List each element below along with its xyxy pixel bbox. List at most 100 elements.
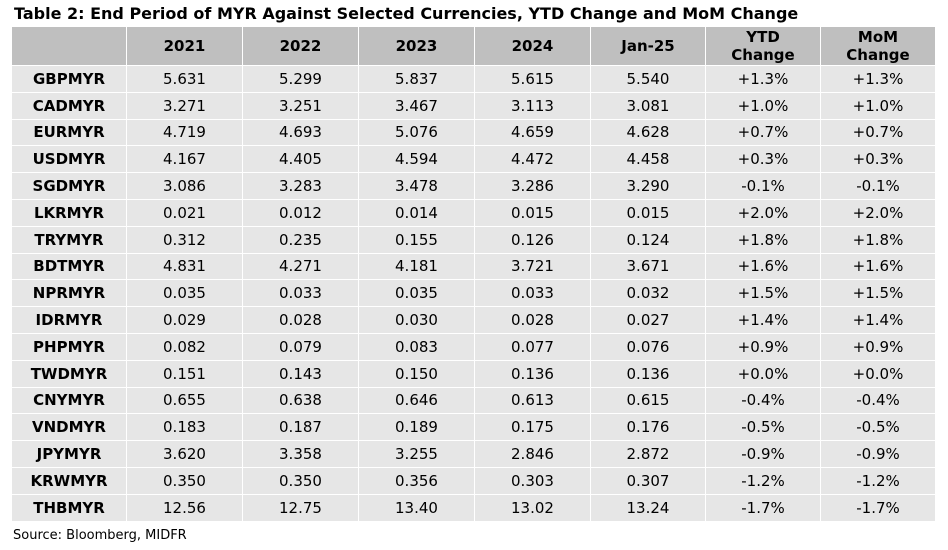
- cell-y2022: 3.358: [242, 440, 359, 468]
- cell-mom-change: +0.9%: [820, 332, 936, 361]
- cell-mom-change: +0.3%: [820, 145, 936, 174]
- cell-ytd-change: -0.5%: [705, 413, 821, 442]
- cell-y2021: 0.082: [126, 332, 243, 361]
- cell-ytd-change: -0.1%: [705, 172, 821, 200]
- cell-ytd-change: -0.4%: [705, 386, 821, 415]
- table-row: TWDMYR 0.151 0.143 0.150 0.136 0.136 +0.0% +0.0…: [11, 359, 936, 388]
- cell-y2021: 0.029: [126, 306, 243, 334]
- table-row: USDMYR 4.167 4.405 4.594 4.472 4.458 +0.3% +0.3…: [11, 145, 936, 174]
- cell-jan-25: 4.458: [590, 145, 706, 174]
- cell-ytd-change: +0.7%: [705, 118, 821, 147]
- cell-y2023: 3.478: [358, 172, 475, 200]
- cell-y2022: 12.75: [242, 493, 359, 522]
- cell-y2024: 3.721: [474, 252, 591, 281]
- cell-y2023: 5.837: [358, 65, 475, 93]
- header-mom-line2: Change: [846, 46, 910, 64]
- cell-pair: KRWMYR: [11, 466, 127, 495]
- cell-y2024: 13.02: [474, 493, 591, 522]
- cell-mom-change: -0.1%: [820, 172, 936, 200]
- table-row: BDTMYR 4.831 4.271 4.181 3.721 3.671 +1.6% +1.6…: [11, 252, 936, 281]
- cell-y2022: 0.638: [242, 386, 359, 415]
- cell-jan-25: 0.176: [590, 413, 706, 442]
- cell-jan-25: 3.671: [590, 252, 706, 281]
- header-mom-change: MoM Change: [820, 26, 936, 66]
- cell-y2023: 3.467: [358, 91, 475, 120]
- table-row: IDRMYR 0.029 0.028 0.030 0.028 0.027 +1.4% +1.4…: [11, 306, 936, 334]
- cell-pair: EURMYR: [11, 118, 127, 147]
- cell-pair: CNYMYR: [11, 386, 127, 415]
- cell-pair: SGDMYR: [11, 172, 127, 200]
- cell-y2022: 3.283: [242, 172, 359, 200]
- cell-ytd-change: +1.5%: [705, 279, 821, 308]
- cell-ytd-change: -1.2%: [705, 466, 821, 495]
- cell-ytd-change: +0.9%: [705, 332, 821, 361]
- cell-y2024: 5.615: [474, 65, 591, 93]
- cell-y2023: 4.594: [358, 145, 475, 174]
- cell-y2022: 0.033: [242, 279, 359, 308]
- cell-y2024: 0.015: [474, 198, 591, 227]
- cell-y2024: 0.303: [474, 466, 591, 495]
- cell-pair: GBPMYR: [11, 65, 127, 93]
- cell-ytd-change: +0.0%: [705, 359, 821, 388]
- cell-jan-25: 0.615: [590, 386, 706, 415]
- cell-mom-change: +2.0%: [820, 198, 936, 227]
- cell-y2021: 4.167: [126, 145, 243, 174]
- cell-y2024: 0.175: [474, 413, 591, 442]
- cell-y2023: 5.076: [358, 118, 475, 147]
- table-row: PHPMYR 0.082 0.079 0.083 0.077 0.076 +0.9% +0.9…: [11, 332, 936, 361]
- cell-y2024: 4.472: [474, 145, 591, 174]
- cell-pair: PHPMYR: [11, 332, 127, 361]
- cell-mom-change: -0.4%: [820, 386, 936, 415]
- table-body: GBPMYR 5.631 5.299 5.837 5.615 5.540 +1.3% +1.3…: [11, 65, 936, 522]
- cell-jan-25: 3.290: [590, 172, 706, 200]
- cell-y2024: 0.613: [474, 386, 591, 415]
- cell-y2022: 4.271: [242, 252, 359, 281]
- header-row: 2021 2022 2023 2024 Jan-25 YTD Change Mo…: [11, 26, 936, 66]
- header-2021: 2021: [126, 26, 243, 66]
- cell-y2021: 0.350: [126, 466, 243, 495]
- cell-pair: IDRMYR: [11, 306, 127, 334]
- cell-mom-change: -1.7%: [820, 493, 936, 522]
- cell-y2021: 0.151: [126, 359, 243, 388]
- cell-mom-change: +0.7%: [820, 118, 936, 147]
- cell-pair: LKRMYR: [11, 198, 127, 227]
- cell-ytd-change: -0.9%: [705, 440, 821, 468]
- cell-y2024: 0.077: [474, 332, 591, 361]
- cell-pair: JPYMYR: [11, 440, 127, 468]
- cell-jan-25: 0.307: [590, 466, 706, 495]
- cell-mom-change: +1.0%: [820, 91, 936, 120]
- cell-mom-change: +1.5%: [820, 279, 936, 308]
- cell-y2024: 3.286: [474, 172, 591, 200]
- cell-y2021: 0.035: [126, 279, 243, 308]
- cell-ytd-change: +1.8%: [705, 225, 821, 254]
- cell-y2024: 4.659: [474, 118, 591, 147]
- table-row: KRWMYR 0.350 0.350 0.356 0.303 0.307 -1.2% -1.2…: [11, 466, 936, 495]
- cell-y2021: 0.312: [126, 225, 243, 254]
- table-row: CADMYR 3.271 3.251 3.467 3.113 3.081 +1.0% +1.0…: [11, 91, 936, 120]
- cell-y2021: 4.831: [126, 252, 243, 281]
- cell-ytd-change: +0.3%: [705, 145, 821, 174]
- cell-y2024: 0.136: [474, 359, 591, 388]
- cell-jan-25: 5.540: [590, 65, 706, 93]
- cell-y2023: 0.035: [358, 279, 475, 308]
- cell-jan-25: 4.628: [590, 118, 706, 147]
- cell-y2023: 0.083: [358, 332, 475, 361]
- table-row: VNDMYR 0.183 0.187 0.189 0.175 0.176 -0.5% -0.5…: [11, 413, 936, 442]
- header-ytd-line1: YTD: [746, 28, 780, 46]
- cell-jan-25: 13.24: [590, 493, 706, 522]
- cell-mom-change: +1.6%: [820, 252, 936, 281]
- table-title: Table 2: End Period of MYR Against Selec…: [14, 4, 799, 23]
- table-row: CNYMYR 0.655 0.638 0.646 0.613 0.615 -0.4% -0.4…: [11, 386, 936, 415]
- cell-jan-25: 0.076: [590, 332, 706, 361]
- cell-y2022: 3.251: [242, 91, 359, 120]
- cell-ytd-change: +1.4%: [705, 306, 821, 334]
- table-row: EURMYR 4.719 4.693 5.076 4.659 4.628 +0.7% +0.7…: [11, 118, 936, 147]
- table-row: NPRMYR 0.035 0.033 0.035 0.033 0.032 +1.5% +1.5…: [11, 279, 936, 308]
- cell-pair: USDMYR: [11, 145, 127, 174]
- cell-mom-change: -0.5%: [820, 413, 936, 442]
- cell-y2024: 2.846: [474, 440, 591, 468]
- cell-pair: TRYMYR: [11, 225, 127, 254]
- cell-ytd-change: +1.6%: [705, 252, 821, 281]
- source-note: Source: Bloomberg, MIDFR: [13, 528, 187, 543]
- cell-y2024: 0.028: [474, 306, 591, 334]
